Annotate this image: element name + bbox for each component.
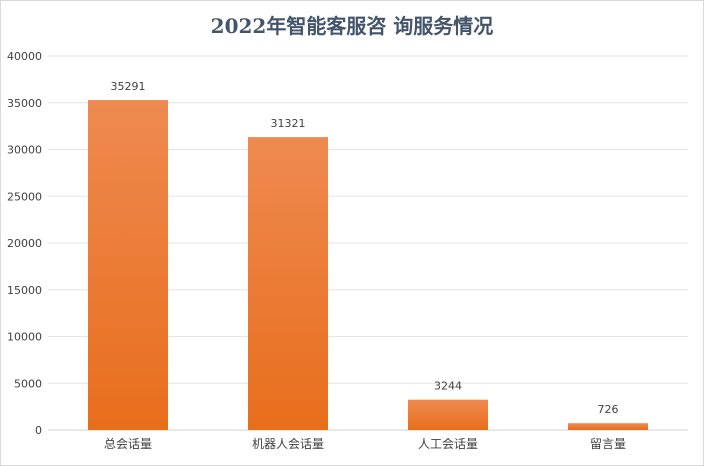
y-tick-label: 0 [35, 424, 42, 437]
x-tick-label: 人工会话量 [418, 437, 478, 451]
bar [568, 423, 648, 430]
bar [408, 399, 488, 430]
y-tick-label: 30000 [7, 144, 42, 157]
x-tick-label: 留言量 [590, 437, 626, 451]
x-tick-label: 机器人会话量 [252, 437, 324, 451]
data-label: 35291 [111, 80, 146, 93]
y-tick-label: 40000 [7, 50, 42, 63]
y-tick-label: 15000 [7, 284, 42, 297]
y-tick-label: 10000 [7, 331, 42, 344]
bar [88, 100, 168, 431]
bar [248, 137, 328, 430]
y-tick-label: 20000 [7, 237, 42, 250]
y-tick-label: 5000 [14, 377, 42, 390]
y-tick-label: 35000 [7, 97, 42, 110]
data-label: 3244 [434, 380, 462, 393]
chart-title: 2022年智能客服咨 询服务情况 [210, 14, 494, 38]
data-label: 726 [598, 403, 619, 416]
x-tick-label: 总会话量 [104, 437, 152, 451]
data-label: 31321 [271, 117, 306, 130]
y-tick-label: 25000 [7, 190, 42, 203]
